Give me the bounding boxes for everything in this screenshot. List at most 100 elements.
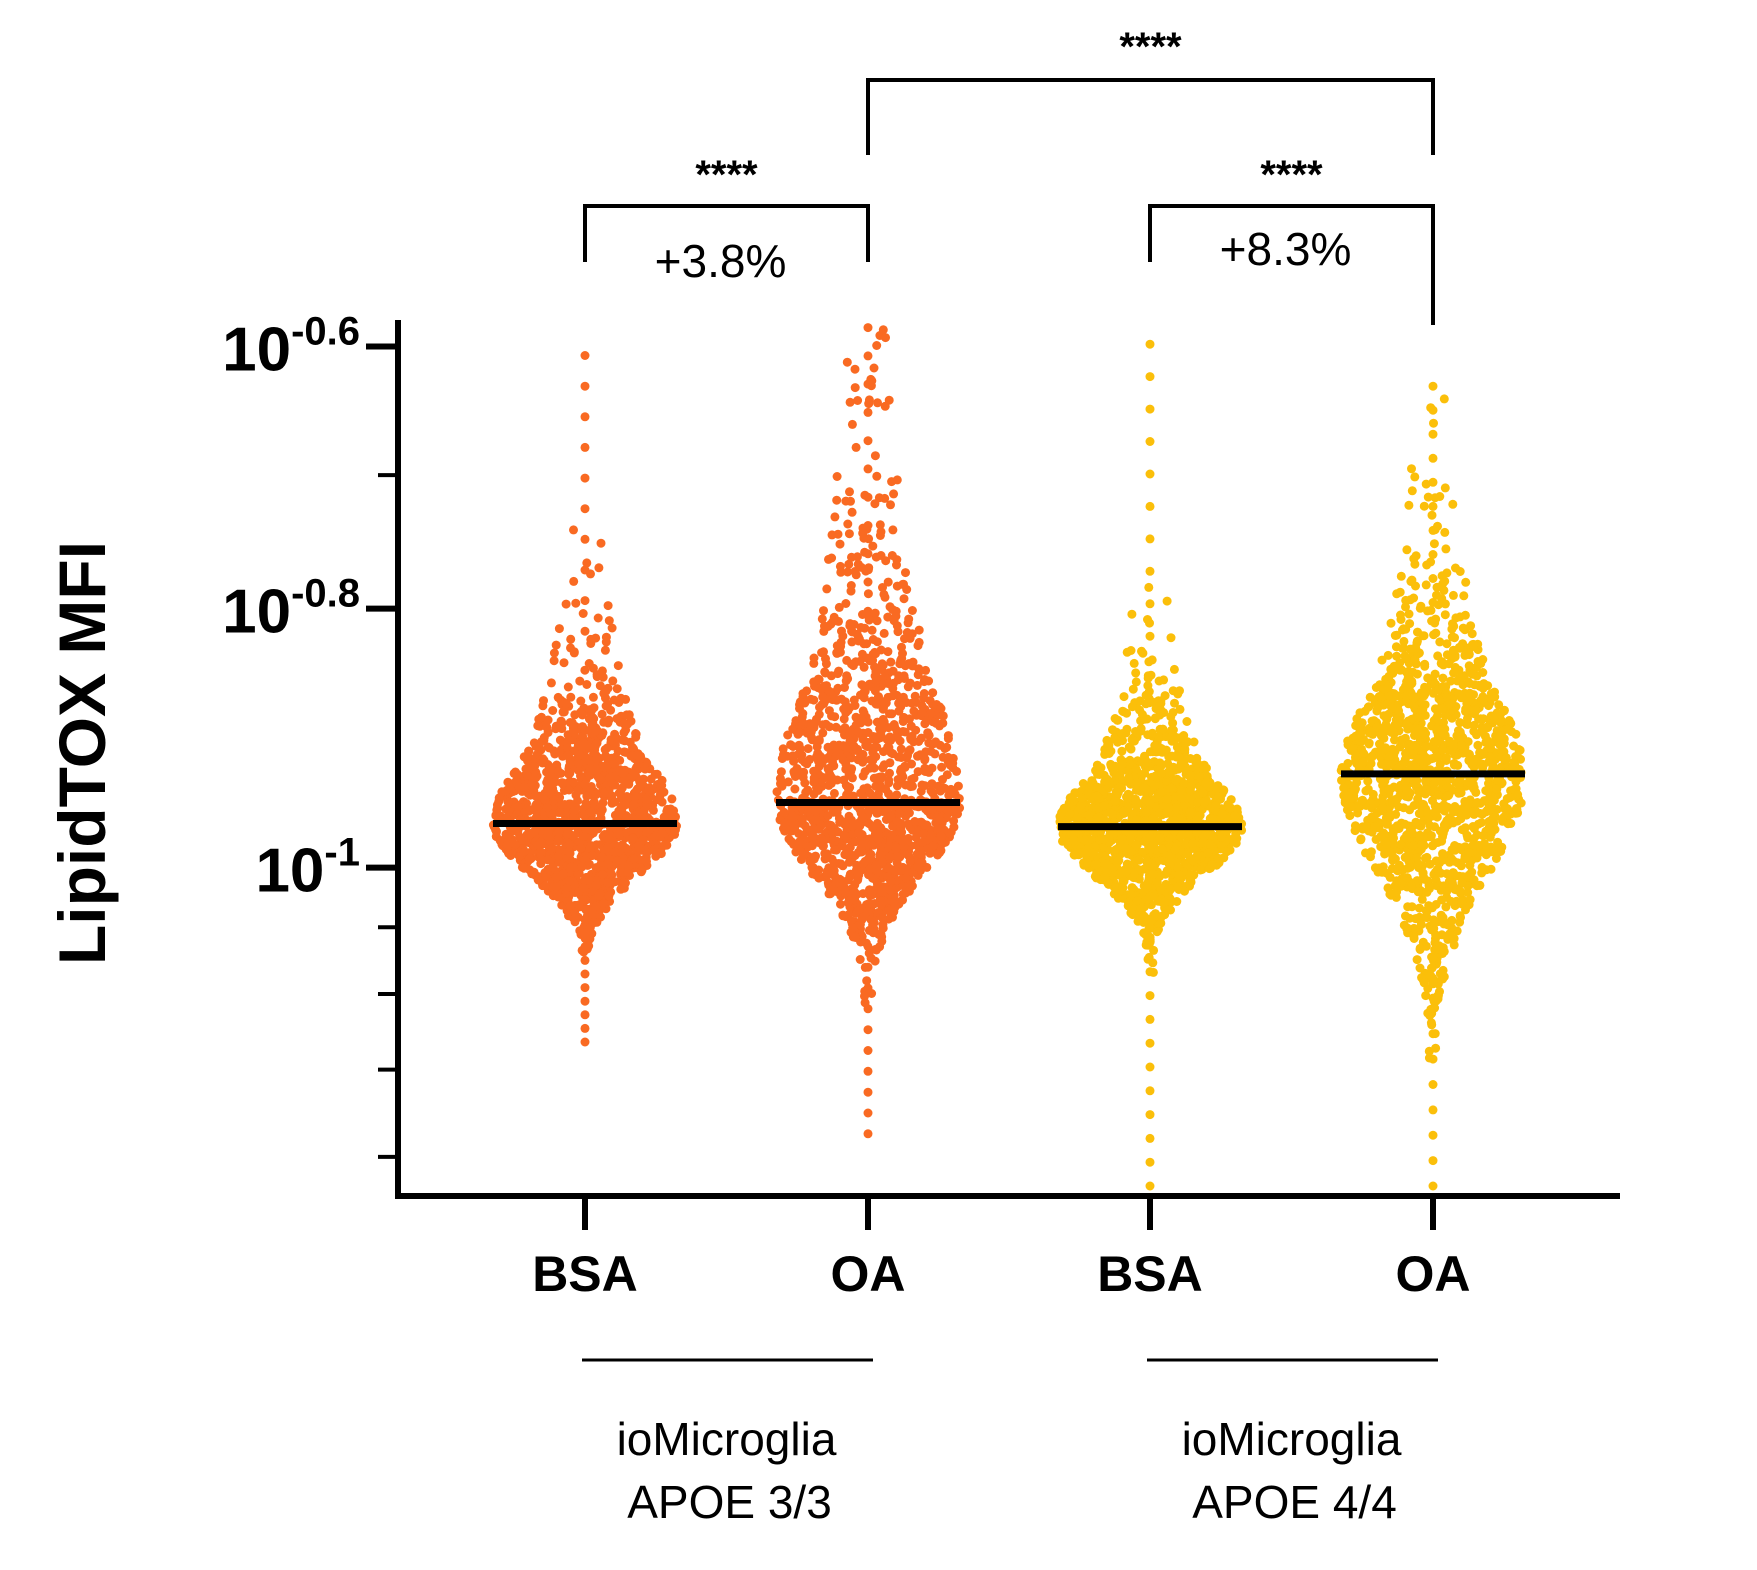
data-point [640, 764, 650, 774]
data-point [550, 777, 560, 787]
data-point [894, 808, 904, 818]
data-point [810, 870, 820, 880]
data-point [582, 558, 592, 568]
data-point [553, 692, 563, 702]
data-point [1198, 788, 1208, 798]
data-point [869, 363, 879, 373]
data-point [832, 495, 842, 505]
data-point [597, 666, 607, 676]
data-point [603, 843, 613, 852]
data-point [1129, 870, 1139, 879]
data-point [870, 451, 880, 461]
data-point [1144, 952, 1154, 962]
data-point [904, 614, 914, 624]
data-point [577, 862, 587, 872]
data-point [919, 677, 929, 687]
data-point [878, 913, 887, 923]
data-point [920, 719, 930, 729]
data-point [869, 763, 879, 773]
data-point [1440, 527, 1450, 537]
data-point [1383, 650, 1393, 660]
data-point [840, 819, 850, 829]
data-point [907, 759, 916, 769]
data-point [819, 606, 828, 616]
data-point [925, 848, 935, 858]
data-point [1159, 675, 1169, 685]
data-point [1108, 725, 1117, 735]
data-point [603, 683, 613, 693]
data-point [832, 472, 842, 481]
data-point [612, 856, 622, 866]
data-point [886, 877, 896, 886]
data-point [867, 840, 876, 850]
data-point [864, 948, 874, 958]
data-point [922, 820, 932, 830]
data-point [580, 473, 590, 483]
data-point [809, 824, 819, 834]
data-point [1423, 606, 1432, 616]
data-point [921, 665, 931, 675]
data-point [877, 659, 887, 669]
data-point [880, 493, 890, 503]
significance-bracket: ****+8.3% [1148, 153, 1435, 325]
data-point [1187, 855, 1197, 865]
data-point [917, 708, 927, 718]
data-point [493, 803, 502, 813]
data-point [1426, 1018, 1436, 1028]
data-point [1172, 897, 1182, 906]
data-point [628, 743, 637, 752]
data-point [664, 805, 674, 815]
data-point [580, 596, 590, 606]
data-point [558, 778, 568, 788]
data-point [923, 728, 933, 738]
data-point [580, 412, 590, 422]
data-point [884, 841, 894, 851]
data-point [1440, 483, 1450, 493]
data-point [834, 602, 844, 612]
data-point [892, 621, 902, 631]
data-point [554, 624, 564, 634]
data-point [936, 704, 946, 713]
data-point [870, 499, 880, 509]
data-point [1147, 728, 1157, 738]
data-point [1112, 857, 1122, 867]
data-point [870, 829, 880, 839]
data-point [1158, 724, 1168, 734]
data-point [553, 851, 563, 861]
data-point [891, 606, 901, 616]
data-point [883, 577, 893, 587]
data-point [844, 784, 853, 794]
data-point [846, 581, 856, 590]
data-point [830, 845, 839, 855]
data-point [870, 899, 880, 908]
data-point [864, 925, 874, 935]
data-point [914, 625, 924, 635]
data-point [863, 742, 872, 752]
data-point [833, 683, 843, 693]
data-point [1166, 783, 1176, 793]
data-point [795, 728, 804, 737]
data-point [866, 853, 876, 863]
data-point [886, 885, 896, 895]
data-point [591, 726, 601, 736]
data-point [1162, 596, 1172, 606]
data-point [612, 714, 622, 724]
data-point [912, 680, 922, 690]
data-point [898, 717, 908, 726]
data-point [580, 779, 590, 789]
data-point [1175, 686, 1184, 696]
data-point [588, 851, 597, 860]
data-point [1137, 646, 1146, 656]
data-point [547, 843, 557, 853]
data-point [829, 884, 838, 894]
data-point [1169, 664, 1179, 674]
data-point [858, 716, 868, 726]
data-point [1145, 566, 1155, 576]
data-point [819, 647, 828, 657]
data-point [1448, 590, 1458, 600]
data-point [1080, 835, 1090, 845]
data-point [860, 682, 870, 692]
data-point [546, 678, 556, 688]
data-point [920, 781, 930, 791]
data-point [1226, 795, 1236, 805]
